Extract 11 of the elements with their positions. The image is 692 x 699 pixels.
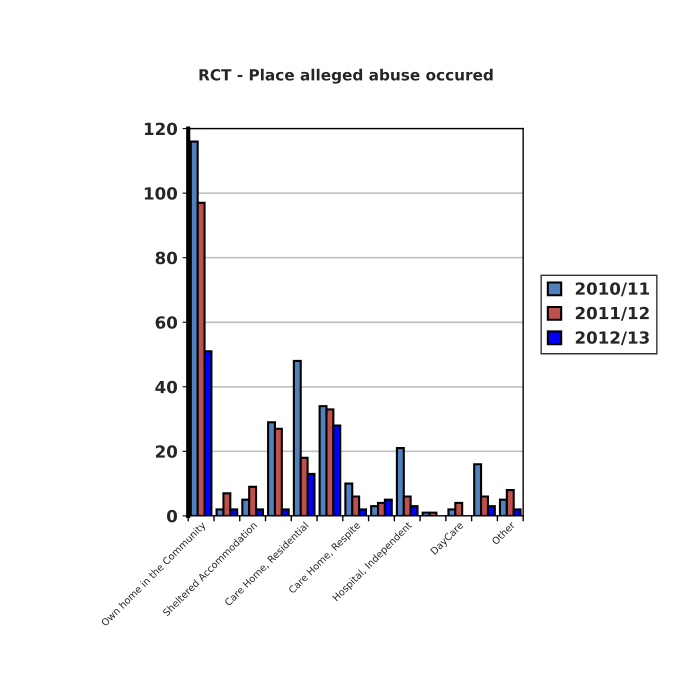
y-tick-label: 100 bbox=[144, 187, 178, 200]
legend-label: 2010/11 bbox=[576, 282, 650, 296]
legend-label: 2012/13 bbox=[576, 331, 649, 346]
y-tick-label: 40 bbox=[155, 380, 178, 394]
y-tick-label: 80 bbox=[156, 252, 178, 264]
legend-label: 2011/12 bbox=[576, 306, 649, 321]
y-tick-label: 0 bbox=[167, 510, 178, 522]
chart-title: RCT - Place alleged abuse occured bbox=[200, 68, 493, 84]
y-tick-label: 20 bbox=[156, 445, 178, 458]
y-tick-label: 60 bbox=[156, 316, 178, 329]
y-tick-label: 120 bbox=[144, 122, 178, 136]
